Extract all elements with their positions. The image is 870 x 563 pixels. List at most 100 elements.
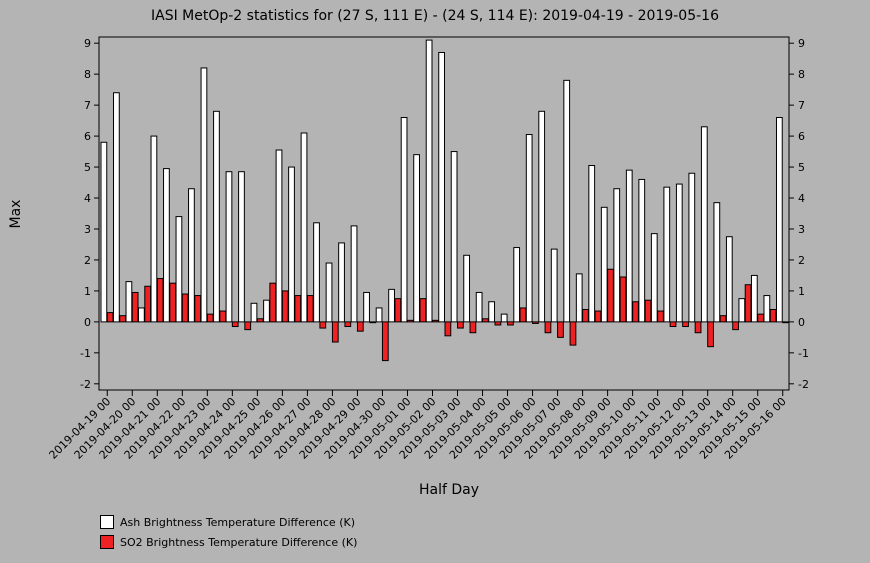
bar-so2 — [406, 319, 414, 323]
bar-so2 — [694, 321, 702, 334]
bar-ash — [300, 132, 308, 323]
y-tick-label-right: 6 — [798, 130, 805, 143]
bar-so2 — [644, 299, 652, 323]
bar-ash — [675, 183, 683, 323]
bar-ash — [475, 291, 483, 323]
bar-so2 — [344, 321, 352, 328]
y-tick-label-left: 2 — [84, 254, 91, 267]
bar-ash — [725, 236, 733, 323]
bar-so2 — [494, 321, 502, 326]
bar-ash — [663, 186, 671, 323]
bar-ash — [763, 295, 771, 323]
y-tick-label-left: 3 — [84, 223, 91, 236]
bar-so2 — [219, 310, 227, 323]
bar-so2 — [181, 293, 189, 323]
bar-ash — [638, 178, 646, 323]
bar-so2 — [144, 285, 152, 323]
bar-ash — [138, 307, 145, 323]
bar-ash — [625, 169, 633, 323]
bar-ash — [263, 299, 270, 323]
bar-ash — [113, 92, 120, 323]
bar-ash — [413, 154, 420, 323]
bar-ash — [588, 165, 596, 323]
y-tick-label-right: 9 — [798, 37, 805, 50]
y-tick-label-right: 0 — [798, 316, 805, 329]
bar-ash — [400, 117, 408, 323]
bar-so2 — [431, 319, 439, 323]
bar-ash — [775, 117, 783, 323]
bar-so2 — [707, 321, 714, 348]
bar-ash — [463, 254, 471, 323]
bar-ash — [525, 134, 533, 323]
bar-ash — [213, 110, 220, 323]
bar-so2 — [569, 321, 577, 346]
bar-so2 — [206, 313, 214, 323]
bar-so2 — [544, 321, 552, 334]
legend-label-ash: Ash Brightness Temperature Difference (K… — [120, 515, 355, 529]
bar-ash — [488, 301, 496, 323]
bar-ash — [750, 274, 758, 323]
y-tick-label-left: -2 — [80, 378, 91, 391]
bar-ash — [425, 39, 433, 323]
y-tick-label-right: 3 — [798, 223, 805, 236]
y-tick-label-left: 7 — [84, 99, 91, 112]
bar-ash — [563, 79, 571, 323]
x-axis-label: Half Day — [418, 482, 480, 498]
bar-so2 — [457, 321, 464, 329]
bar-so2 — [119, 315, 127, 323]
legend-label-so2: SO2 Brightness Temperature Difference (K… — [120, 535, 358, 549]
bar-ash — [438, 51, 445, 323]
bar-so2 — [156, 278, 164, 323]
bar-so2 — [732, 321, 739, 331]
bar-so2 — [356, 321, 364, 332]
bar-so2 — [469, 321, 477, 334]
y-tick-label-right: 8 — [798, 68, 805, 81]
bar-so2 — [294, 295, 302, 323]
legend-item-so2: SO2 Brightness Temperature Difference (K… — [100, 532, 357, 552]
bar-ash — [388, 288, 395, 323]
y-tick-label-right: 2 — [798, 254, 805, 267]
bar-ash — [275, 149, 283, 323]
bar-so2 — [657, 310, 664, 323]
bar-so2 — [381, 321, 389, 362]
bar-so2 — [682, 321, 689, 328]
y-tick-label-right: -1 — [798, 347, 809, 360]
bar-so2 — [482, 318, 489, 323]
bar-so2 — [231, 321, 239, 328]
bar-ash — [538, 110, 546, 323]
bar-ash — [450, 151, 458, 323]
bar-ash — [613, 188, 621, 323]
legend-swatch-ash — [100, 515, 114, 529]
bar-so2 — [782, 321, 789, 324]
bar-so2 — [394, 298, 402, 323]
y-tick-label-left: 6 — [84, 130, 91, 143]
bar-ash — [200, 67, 208, 323]
bar-so2 — [244, 321, 252, 331]
bar-so2 — [169, 282, 177, 323]
bar-ash — [100, 141, 108, 323]
y-tick-label-right: 5 — [798, 161, 805, 174]
bar-so2 — [319, 321, 327, 329]
bar-so2 — [306, 295, 314, 323]
bar-ash — [250, 302, 258, 323]
bar-ash — [313, 222, 320, 323]
bar-so2 — [607, 268, 614, 323]
bar-ash — [650, 233, 658, 323]
bar-ash — [350, 225, 358, 323]
bar-so2 — [281, 290, 289, 323]
bar-so2 — [532, 321, 539, 324]
y-tick-label-left: 4 — [84, 192, 91, 205]
plot-frame — [98, 36, 790, 391]
bar-ash — [363, 291, 370, 323]
bar-so2 — [769, 308, 777, 323]
bar-ash — [375, 307, 383, 323]
chart-title: IASI MetOp-2 statistics for (27 S, 111 E… — [150, 8, 719, 24]
bar-ash — [175, 216, 183, 323]
y-tick-label-right: 1 — [798, 285, 805, 298]
y-tick-label-right: 7 — [798, 99, 805, 112]
bar-ash — [738, 298, 746, 323]
bar-ash — [288, 166, 295, 323]
bar-ash — [700, 126, 708, 323]
legend: Ash Brightness Temperature Difference (K… — [100, 512, 357, 552]
